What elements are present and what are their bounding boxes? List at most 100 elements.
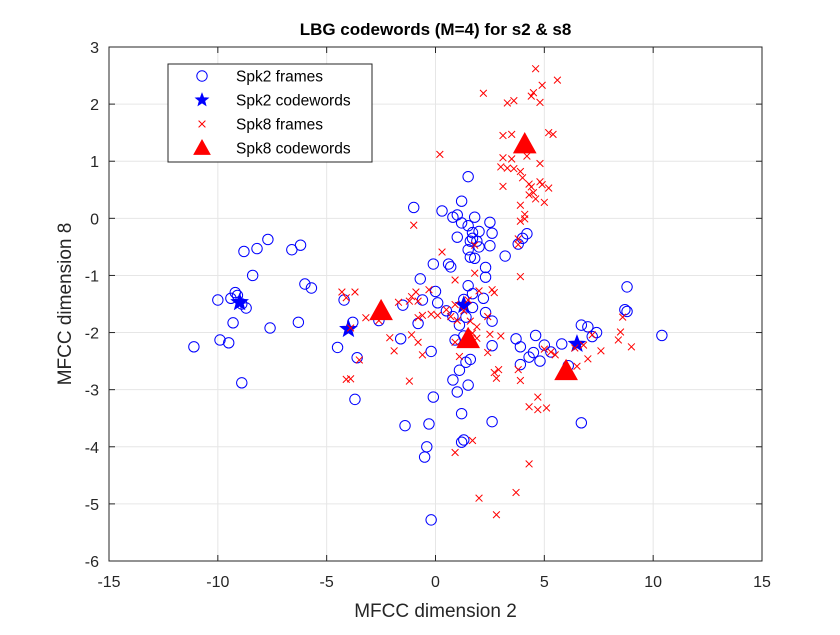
spk8-frame-point [490,368,499,377]
spk8-frame-point [616,328,625,336]
spk8-frame-point [470,269,479,277]
spk8-frame-point [516,201,525,209]
spk8-frame-point [516,217,525,225]
spk8-frame-point [538,180,546,189]
spk8-frame-point [510,164,518,173]
spk2-frame-point [236,377,248,389]
spk2-frame-point [484,216,496,229]
spk2-frame-point [451,386,463,398]
spk8-frame-point [499,131,507,140]
spk8-frame-point [516,376,525,385]
x-tick-label: -15 [97,574,120,591]
x-tick-label: 0 [431,574,440,591]
spk2-codeword-point [339,319,358,338]
spk8-frame-point [455,352,464,361]
spk8-frame-point [342,293,351,302]
spk2-frame-point [414,273,426,285]
spk8-frame-point [544,184,553,192]
spk2-frame-point [534,355,546,367]
spk8-frame-point [553,76,562,84]
y-tick-label: -5 [85,497,99,514]
spk8-frame-point [571,344,579,352]
spk2-frame-point [440,305,453,317]
spk8-frame-point [534,405,542,414]
spk8-frame-point [614,336,623,344]
spk2-frame-point [479,261,492,274]
spk2-frame-point [294,239,307,251]
spk2-frame-point [527,346,540,359]
legend: Spk2 frames Spk2 codewords Spk8 frames Spk8… [167,63,373,163]
spk8-frame-point [414,313,422,322]
spk2-frame-point [486,227,498,239]
spk2-frame-point [499,250,511,262]
y-tick-label: 0 [90,211,99,228]
spk2-frame-point [229,286,241,299]
spk8-frame-point [451,448,459,457]
spk2-frame-point [451,231,463,243]
spk8-frame-point [479,89,488,98]
spk2-frame-point [486,339,498,352]
y-axis-label: MFCC dimension 8 [55,223,76,386]
spk2-frame-point [223,337,235,349]
spk8-frame-point [527,92,536,100]
spk2-frame-point [586,330,598,343]
spk8-frame-point [503,164,512,172]
spk8-frame-point [507,130,516,139]
spk8-frame-point [346,324,355,332]
legend-label: Spk2 codewords [236,93,351,110]
spk2-frame-point [556,338,568,350]
spk2-codeword-point [230,292,249,311]
spk8-frame-point [409,221,418,229]
spk8-frame-point [597,347,605,355]
spk8-frame-point [497,163,505,171]
spk2-frame-point [455,407,468,420]
spk8-frame-point [468,436,477,445]
spk8-frame-point [425,285,433,294]
spk8-frame-point [407,331,416,339]
spk2-frame-point [425,345,437,358]
spk8-frame-point [453,316,462,325]
spk2-frame-point [188,341,200,353]
spk8-frame-point [527,183,536,191]
spk8-codeword-point [456,326,480,349]
spk8-frame-point [486,330,494,339]
spk8-frame-point [497,332,505,340]
spk2-frame-point [427,391,440,403]
spk2-frame-point [458,434,470,446]
spk8-frame-point [514,235,522,243]
chart-title: LBG codewords (M=4) for s2 & s8 [300,20,572,39]
y-tick-label: 1 [90,154,99,171]
spk2-frame-point [351,351,363,364]
spk8-codeword-point [554,358,578,381]
spk2-frame-point [251,242,263,255]
spk8-frame-point [483,312,492,321]
spk2-frame-point [468,252,481,265]
spk2-frame-point [262,233,274,246]
spk2-frame-point [468,211,481,223]
spk2-frame-point [299,278,311,290]
spk8-frame-point [412,288,420,296]
spk2-frame-point [473,241,485,253]
y-tick-label: 3 [90,40,99,57]
legend-marker-triangle [193,138,211,155]
legend-items: Spk2 frames Spk2 codewords Spk8 frames Spk8… [193,69,351,158]
spk8-frame-point [405,377,414,385]
spk8-frame-point [405,297,414,305]
spk8-frame-point [542,404,551,412]
spk2-frame-point [477,292,490,304]
spk2-frame-point [436,205,448,217]
x-tick-label: -10 [206,574,229,591]
spk8-frame-point [584,355,592,363]
spk2-frame-point [292,316,305,328]
spk8-frame-point [466,317,475,325]
spk8-frame-point [390,347,398,355]
spk8-frame-point [362,313,370,322]
spk2-frame-point [425,514,437,526]
spk8-frame-point [540,198,549,207]
spk8-frame-point [494,365,503,374]
spk8-frame-point [418,351,427,359]
legend-item: Spk2 codewords [194,92,351,110]
spk2-frame-point [453,364,466,376]
